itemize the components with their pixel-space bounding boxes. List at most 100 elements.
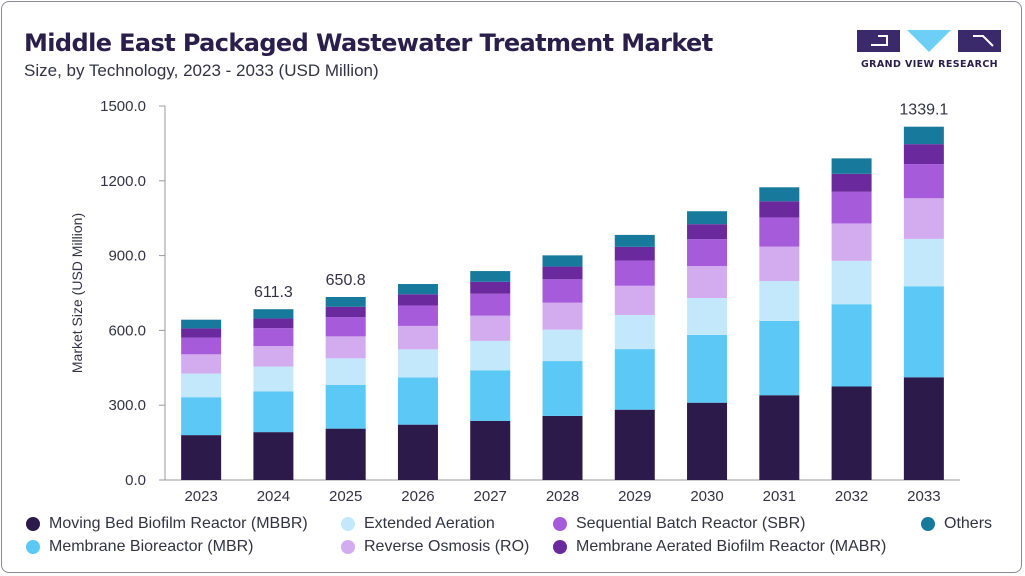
legend-label-extended-aeration: Extended Aeration xyxy=(364,515,495,532)
bar-segment xyxy=(542,279,583,303)
bar-segment xyxy=(759,187,800,202)
legend: Moving Bed Biofilm Reactor (MBBR) Extend… xyxy=(26,515,1016,563)
bar-segment xyxy=(253,328,294,347)
bar-segment xyxy=(181,373,222,398)
bar-segment xyxy=(687,402,728,480)
bar-segment xyxy=(470,420,511,480)
legend-label-mbbr: Moving Bed Biofilm Reactor (MBBR) xyxy=(49,515,308,532)
bar-segment xyxy=(253,432,294,480)
x-tick-label: 2025 xyxy=(329,488,362,505)
legend-swatch-ro xyxy=(341,540,355,554)
bar-segment xyxy=(181,435,222,480)
legend-item-mbr: Membrane Bioreactor (MBR) xyxy=(26,538,254,556)
bar-segment xyxy=(542,266,583,280)
x-tick-label: 2028 xyxy=(546,488,579,505)
logo-block-center xyxy=(907,30,951,52)
x-tick-label: 2029 xyxy=(618,488,651,505)
bar-segment xyxy=(614,260,655,286)
bar-segment xyxy=(687,297,728,335)
bar-segment xyxy=(614,349,655,410)
legend-label-mabr: Membrane Aerated Biofilm Reactor (MABR) xyxy=(576,538,887,555)
logo-text: GRAND VIEW RESEARCH xyxy=(860,59,999,70)
bar-segment xyxy=(687,239,728,267)
bar-segment xyxy=(470,271,511,282)
bar-segment xyxy=(831,158,872,174)
y-tick-label: 1200.0 xyxy=(100,173,146,190)
bar-segment xyxy=(759,217,800,247)
bar-segment xyxy=(325,317,366,337)
bar-segment xyxy=(325,336,366,359)
bar-segment xyxy=(397,349,438,378)
bar-segment xyxy=(397,424,438,480)
bar-segment xyxy=(253,318,294,329)
legend-label-others: Others xyxy=(944,515,993,532)
bar-segment xyxy=(181,397,222,436)
bar-segment xyxy=(542,415,583,480)
x-tick-label: 2023 xyxy=(184,488,217,505)
bar-segment xyxy=(614,285,655,315)
bar-segment xyxy=(542,302,583,330)
bar-segment xyxy=(253,346,294,367)
logo-block-right xyxy=(958,30,1001,52)
bar-segment xyxy=(470,370,511,421)
grand-view-research-logo xyxy=(857,30,1001,52)
bar-segment xyxy=(614,314,655,350)
bar-segment xyxy=(542,361,583,416)
y-tick-label: 900.0 xyxy=(108,248,146,265)
bar-segment xyxy=(325,428,366,480)
legend-item-ro: Reverse Osmosis (RO) xyxy=(341,538,529,556)
bar-segment xyxy=(181,319,222,329)
total-data-label: 1339.1 xyxy=(899,102,948,119)
legend-swatch-mbr xyxy=(26,540,40,554)
logo-mark-r xyxy=(973,35,994,47)
x-tick-label: 2033 xyxy=(907,488,940,505)
legend-label-ro: Reverse Osmosis (RO) xyxy=(364,538,530,555)
bar-segment xyxy=(903,126,944,145)
bar-segment xyxy=(903,164,944,199)
bar-segment xyxy=(759,395,800,480)
legend-swatch-mbbr xyxy=(26,517,40,531)
x-tick-label: 2027 xyxy=(474,488,507,505)
bar-segment xyxy=(614,246,655,261)
bar-segment xyxy=(325,385,366,429)
bar-segment xyxy=(397,305,438,326)
bar-segment xyxy=(903,377,944,480)
bar-segment xyxy=(759,246,800,282)
logo-mark-g xyxy=(871,35,888,46)
bar-segment xyxy=(397,294,438,306)
bar-segment xyxy=(831,260,872,305)
bar-segment xyxy=(831,304,872,387)
bar-segment xyxy=(614,234,655,247)
x-tick-label: 2032 xyxy=(835,488,868,505)
total-data-label: 611.3 xyxy=(254,284,293,301)
bar-segment xyxy=(470,281,511,294)
bar-segment xyxy=(831,386,872,480)
legend-item-mbbr: Moving Bed Biofilm Reactor (MBBR) xyxy=(26,515,308,533)
y-tick-label: 1500.0 xyxy=(100,98,146,115)
legend-swatch-others xyxy=(921,517,935,531)
bar-segment xyxy=(759,320,800,396)
y-tick-label: 300.0 xyxy=(108,397,146,414)
bar-segment xyxy=(397,377,438,425)
bar-segment xyxy=(253,366,294,392)
bar-segment xyxy=(470,340,511,371)
bar-segment xyxy=(759,281,800,321)
x-tick-label: 2031 xyxy=(763,488,796,505)
bar-segment xyxy=(759,201,800,218)
bar-segment xyxy=(687,224,728,240)
bar-segment xyxy=(181,328,222,338)
bar-segment xyxy=(687,211,728,225)
legend-item-extended-aeration: Extended Aeration xyxy=(341,515,495,533)
x-tick-label: 2026 xyxy=(401,488,434,505)
legend-item-mabr: Membrane Aerated Biofilm Reactor (MABR) xyxy=(553,538,886,556)
bar-segment xyxy=(397,284,438,295)
bar-segment xyxy=(325,306,366,318)
bar-segment xyxy=(687,266,728,298)
bar-segment xyxy=(831,223,872,261)
x-tick-label: 2024 xyxy=(257,488,290,505)
bar-segment xyxy=(903,144,944,165)
bar-segment xyxy=(470,293,511,316)
legend-swatch-extended-aeration xyxy=(341,517,355,531)
